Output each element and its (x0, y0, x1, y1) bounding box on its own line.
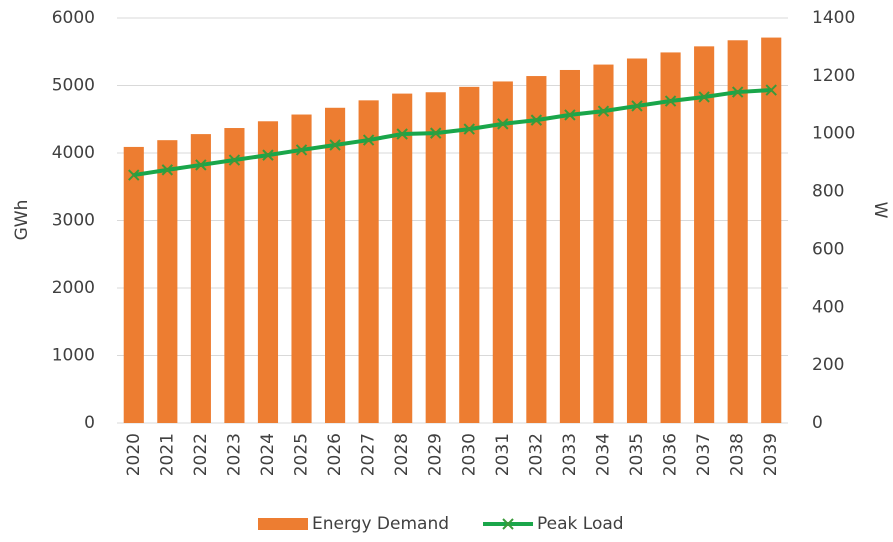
y2-tick-label: 1200 (812, 66, 855, 86)
bar (559, 69, 580, 423)
marker (195, 159, 207, 171)
legend-marker (502, 518, 514, 530)
marker (698, 91, 710, 103)
x-tick-label: 2024 (258, 433, 278, 476)
marker (362, 134, 375, 146)
x-tick-label: 2038 (728, 433, 748, 476)
y2-axis-title: W (870, 202, 890, 219)
x-tick-label: 2021 (157, 433, 177, 476)
legend-label: Energy Demand (312, 514, 449, 534)
x-tick-label: 2031 (493, 433, 513, 476)
bar (325, 107, 346, 424)
marker (731, 86, 744, 98)
bar (392, 93, 413, 423)
bar (157, 140, 178, 424)
marker (295, 144, 308, 156)
y-tick-label: 3000 (52, 211, 95, 231)
marker (497, 118, 509, 130)
y-tick-label: 1000 (52, 346, 95, 366)
y2-tick-label: 400 (812, 297, 844, 317)
x-tick-label: 2028 (392, 433, 412, 476)
y-tick-label: 6000 (52, 8, 95, 28)
x-tick-label: 2030 (459, 433, 479, 476)
bar (694, 46, 715, 423)
marker (631, 100, 643, 112)
x-tick-label: 2036 (661, 433, 681, 476)
marker (530, 114, 543, 126)
x-tick-label: 2025 (292, 433, 312, 476)
line (133, 88, 772, 178)
marker (262, 149, 274, 161)
x-tick-label: 2032 (526, 433, 546, 476)
bar (425, 92, 446, 423)
y2-tick-label: 0 (812, 413, 823, 433)
bar (727, 40, 748, 424)
legend-label: Peak Load (537, 514, 624, 534)
bar (257, 121, 279, 424)
y2-tick-label: 800 (812, 182, 844, 202)
marker (329, 139, 341, 151)
x-tick-label: 2020 (124, 433, 144, 476)
y-tick-label: 2000 (52, 278, 95, 298)
y2-tick-label: 1000 (812, 124, 855, 144)
marker (161, 164, 174, 176)
legend-swatch (258, 518, 308, 530)
marker (765, 84, 777, 96)
marker (564, 109, 576, 121)
y-tick-label: 5000 (52, 76, 95, 96)
marker (228, 154, 241, 166)
y-tick-label: 0 (84, 413, 95, 433)
marker (128, 169, 140, 181)
x-tick-label: 2022 (191, 433, 211, 476)
y2-tick-label: 200 (812, 355, 844, 375)
bar (492, 81, 513, 423)
x-tick-label: 2039 (761, 433, 781, 476)
bar (190, 134, 211, 423)
x-tick-label: 2029 (426, 433, 446, 476)
bar (526, 76, 547, 424)
bar (660, 52, 681, 424)
bar (761, 37, 782, 423)
y-axis-title: GWh (12, 200, 32, 241)
bar (291, 114, 312, 424)
bar (224, 128, 245, 423)
marker (463, 123, 475, 135)
marker (597, 105, 610, 117)
x-tick-label: 2037 (694, 433, 714, 476)
x-tick-label: 2027 (359, 433, 379, 476)
x-tick-label: 2033 (560, 433, 580, 476)
bar (123, 146, 144, 424)
marker (396, 128, 408, 140)
x-tick-label: 2026 (325, 433, 345, 476)
bar (626, 58, 648, 423)
bar (459, 86, 480, 423)
x-tick-label: 2023 (224, 433, 244, 476)
x-tick-label: 2034 (593, 433, 613, 476)
y-tick-label: 4000 (52, 143, 95, 163)
y2-tick-label: 1400 (812, 8, 855, 28)
y2-tick-label: 600 (812, 239, 844, 259)
marker (664, 95, 677, 107)
marker (430, 127, 442, 139)
x-tick-label: 2035 (627, 433, 647, 476)
bar (358, 100, 379, 423)
bar (593, 64, 614, 423)
